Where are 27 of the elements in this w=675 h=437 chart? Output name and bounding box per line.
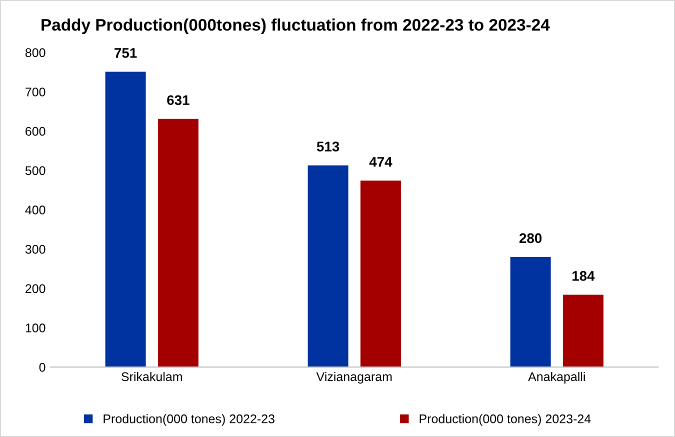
y-tick-label: 600 — [26, 126, 46, 136]
y-tick-label: 800 — [25, 48, 46, 58]
data-label: 751 — [114, 48, 137, 58]
bar — [105, 72, 146, 368]
y-tick-label: 500 — [25, 166, 46, 176]
data-label: 184 — [572, 271, 595, 281]
bar — [562, 294, 604, 368]
data-label: 631 — [167, 95, 190, 106]
x-tick-label: Srikakulam — [122, 372, 182, 382]
bar — [510, 256, 551, 368]
bar — [360, 180, 401, 368]
legend-label: Production(000 tones) 2023-24 — [420, 414, 591, 426]
data-label: 280 — [519, 233, 542, 244]
x-tick-label: Vizianagaram — [316, 372, 392, 384]
y-tick-label: 100 — [26, 324, 46, 332]
y-tick-label: 400 — [25, 206, 46, 214]
bar — [308, 165, 348, 368]
chart-title: Paddy Production(000tones) fluctuation from 2022-23 to 2023-24 — [42, 18, 550, 34]
data-label: 513 — [316, 142, 340, 152]
y-tick-label: 700 — [26, 88, 46, 96]
y-tick-label: 300 — [25, 244, 46, 254]
bar — [158, 118, 198, 368]
x-tick-label: Anakapalli — [528, 372, 585, 384]
y-tick-label: 0 — [39, 362, 46, 372]
data-label: 474 — [369, 157, 392, 167]
y-tick-label: 200 — [26, 284, 46, 294]
legend-label: Production(000 tones) 2022-23 — [104, 414, 274, 426]
